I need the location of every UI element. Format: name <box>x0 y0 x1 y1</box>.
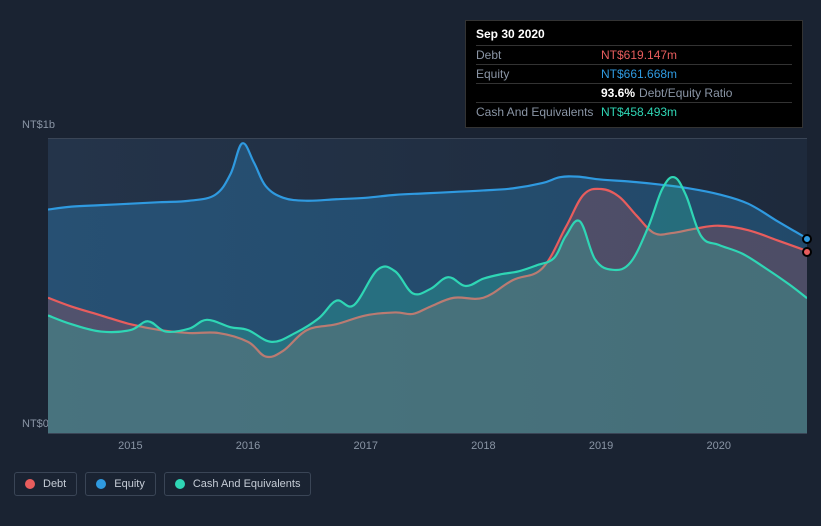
tooltip-label <box>476 86 601 100</box>
legend-swatch <box>25 479 35 489</box>
legend: Debt Equity Cash And Equivalents <box>14 472 311 496</box>
x-tick: 2015 <box>118 440 142 452</box>
x-axis-ticks: 2015 2016 2017 2018 2019 2020 <box>48 440 807 460</box>
tooltip-value: 93.6%Debt/Equity Ratio <box>601 86 732 100</box>
debt-marker <box>802 247 812 257</box>
tooltip-label: Cash And Equivalents <box>476 105 601 119</box>
legend-swatch <box>96 479 106 489</box>
tooltip-value: NT$458.493m <box>601 105 677 119</box>
y-axis-label-bottom: NT$0 <box>22 418 49 430</box>
x-tick: 2016 <box>236 440 260 452</box>
tooltip-label: Equity <box>476 67 601 81</box>
legend-label: Debt <box>43 478 66 490</box>
equity-marker <box>802 234 812 244</box>
legend-item-cash[interactable]: Cash And Equivalents <box>164 472 312 496</box>
tooltip-row: Cash And EquivalentsNT$458.493m <box>476 103 792 121</box>
plot-region[interactable] <box>48 138 807 434</box>
tooltip-date: Sep 30 2020 <box>476 27 792 46</box>
tooltip-row: EquityNT$661.668m <box>476 65 792 84</box>
legend-label: Cash And Equivalents <box>193 478 301 490</box>
legend-swatch <box>175 479 185 489</box>
legend-item-equity[interactable]: Equity <box>85 472 156 496</box>
y-axis-label-top: NT$1b <box>22 119 55 131</box>
tooltip-row: DebtNT$619.147m <box>476 46 792 65</box>
tooltip-value: NT$619.147m <box>601 48 677 62</box>
chart-tooltip: Sep 30 2020 DebtNT$619.147mEquityNT$661.… <box>465 20 803 128</box>
x-tick: 2017 <box>353 440 377 452</box>
tooltip-row: 93.6%Debt/Equity Ratio <box>476 84 792 103</box>
legend-item-debt[interactable]: Debt <box>14 472 77 496</box>
tooltip-value: NT$661.668m <box>601 67 677 81</box>
x-tick: 2018 <box>471 440 495 452</box>
legend-label: Equity <box>114 478 145 490</box>
x-tick: 2020 <box>706 440 730 452</box>
x-tick: 2019 <box>589 440 613 452</box>
tooltip-label: Debt <box>476 48 601 62</box>
